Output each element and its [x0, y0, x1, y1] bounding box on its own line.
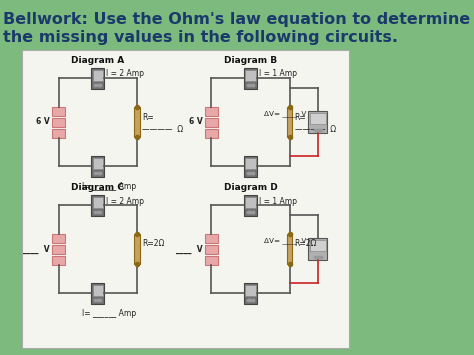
Text: R=2Ω: R=2Ω	[142, 240, 164, 248]
Text: 6 V: 6 V	[189, 118, 203, 126]
Bar	[205, 118, 218, 126]
Bar	[93, 197, 103, 208]
Bar	[22, 50, 349, 348]
Bar	[287, 234, 292, 264]
Text: Diagram A: Diagram A	[71, 56, 125, 65]
Text: I= ______ Amp: I= ______ Amp	[82, 309, 137, 318]
Bar	[244, 67, 257, 88]
Text: ____  V: ____ V	[176, 245, 203, 253]
Bar	[246, 284, 255, 295]
Bar	[244, 155, 257, 176]
Bar	[53, 245, 65, 253]
Bar	[93, 158, 103, 169]
Text: ΔV= ____  V: ΔV= ____ V	[264, 111, 306, 118]
Text: I = 1 Amp: I = 1 Amp	[259, 197, 297, 206]
Text: R=: R=	[142, 113, 154, 121]
Bar	[91, 67, 104, 88]
Bar	[287, 107, 292, 137]
Bar	[205, 106, 218, 115]
Text: Diagram D: Diagram D	[224, 183, 277, 192]
Bar	[134, 107, 140, 137]
Text: I = 2 Amp: I = 2 Amp	[106, 197, 144, 206]
Text: I = 1 Amp: I = 1 Amp	[259, 70, 297, 78]
Text: ————  Ω: ———— Ω	[295, 126, 336, 135]
Bar	[53, 129, 65, 137]
Bar	[53, 118, 65, 126]
Bar	[244, 195, 257, 215]
Text: I= ______ Amp: I= ______ Amp	[82, 182, 137, 191]
Text: ____  V: ____ V	[24, 245, 50, 253]
Bar	[53, 234, 65, 242]
Text: R=2Ω: R=2Ω	[295, 240, 317, 248]
Bar	[53, 256, 65, 264]
Bar	[205, 256, 218, 264]
Text: I = 2 Amp: I = 2 Amp	[106, 70, 144, 78]
Bar	[309, 238, 327, 260]
Bar	[246, 197, 255, 208]
Bar	[205, 234, 218, 242]
Text: Diagram B: Diagram B	[224, 56, 277, 65]
Bar	[53, 106, 65, 115]
Bar	[309, 111, 327, 133]
Bar	[205, 129, 218, 137]
Text: ΔV= ____  V: ΔV= ____ V	[264, 237, 306, 244]
Text: the missing values in the following circuits.: the missing values in the following circ…	[3, 30, 398, 45]
Bar	[246, 70, 255, 81]
Bar	[310, 240, 326, 251]
Bar	[205, 245, 218, 253]
Bar	[91, 155, 104, 176]
Bar	[246, 158, 255, 169]
Text: Diagram C: Diagram C	[72, 183, 124, 192]
Text: ————  Ω: ———— Ω	[142, 126, 183, 135]
Bar	[244, 283, 257, 304]
Bar	[134, 234, 140, 264]
Text: R=: R=	[295, 113, 306, 121]
Bar	[310, 113, 326, 124]
Bar	[93, 70, 103, 81]
Bar	[91, 195, 104, 215]
Text: 6 V: 6 V	[36, 118, 50, 126]
Text: Bellwork: Use the Ohm's law equation to determine: Bellwork: Use the Ohm's law equation to …	[3, 12, 470, 27]
Bar	[93, 284, 103, 295]
Bar	[91, 283, 104, 304]
